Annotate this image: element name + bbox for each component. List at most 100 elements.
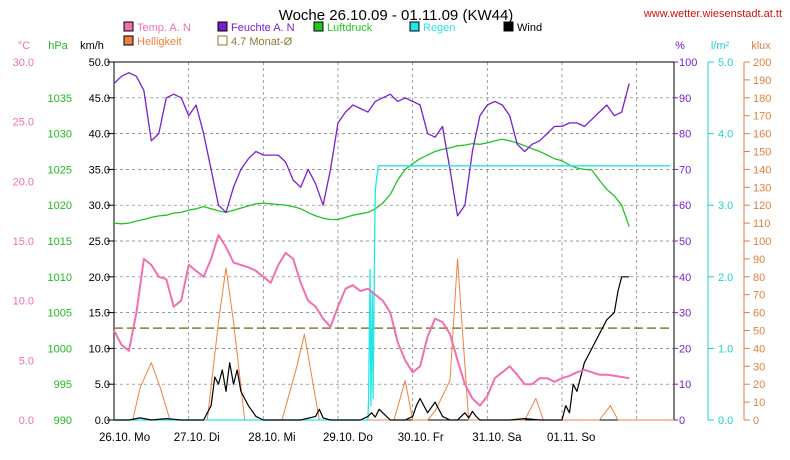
pressure-tick-label: 1020 [48, 200, 72, 212]
light-tick-label: 40 [753, 343, 765, 355]
humidity-tick-label: 10 [679, 379, 691, 391]
humidity-unit-label: % [675, 40, 685, 52]
light-tick-label: 140 [753, 164, 771, 176]
rain-tick-label: 0.0 [718, 415, 733, 427]
legend-label: Feuchte A. N [231, 22, 295, 34]
pressure-tick-label: 1030 [48, 129, 72, 141]
x-axis-day-label: 31.10. Sa [472, 432, 522, 444]
legend-label: Temp. A. N [137, 22, 191, 34]
light-tick-label: 160 [753, 129, 771, 141]
legend-swatch [313, 21, 324, 32]
light-tick-label: 110 [753, 218, 771, 230]
light-tick-label: 30 [753, 361, 765, 373]
pressure-tick-label: 1015 [48, 236, 72, 248]
temp-tick-label: 30.0 [13, 57, 34, 69]
chart-gridlines [114, 62, 674, 420]
light-tick-label: 190 [753, 75, 771, 87]
humidity-tick-label: 20 [679, 343, 691, 355]
humidity-tick-label: 80 [679, 129, 691, 141]
light-unit-label: klux [751, 40, 771, 52]
temp-tick-label: 10.0 [13, 296, 34, 308]
humidity-tick-label: 0 [679, 415, 685, 427]
light-tick-label: 10 [753, 397, 765, 409]
light-tick-label: 60 [753, 308, 765, 320]
series-line [114, 258, 674, 421]
rain-tick-label: 4.0 [718, 129, 733, 141]
pressure-tick-label: 1010 [48, 272, 72, 284]
pressure-tick-label: 990 [54, 415, 72, 427]
temp-tick-label: 20.0 [13, 176, 34, 188]
pressure-tick-label: 995 [54, 379, 72, 391]
humidity-tick-label: 90 [679, 93, 691, 105]
light-tick-label: 180 [753, 93, 771, 105]
light-tick-label: 200 [753, 57, 771, 69]
light-tick-label: 150 [753, 147, 771, 159]
humidity-tick-label: 30 [679, 308, 691, 320]
temp-unit-label: °C [18, 40, 30, 52]
x-axis-day-label: 29.10. Do [323, 432, 373, 444]
legend-swatch [503, 21, 514, 32]
legend-swatch [217, 21, 228, 32]
chart-axes: 0.05.010.015.020.025.030.099099510001005… [13, 57, 772, 427]
temp-tick-label: 0.0 [19, 415, 34, 427]
rain-unit-label: l/m² [711, 40, 730, 52]
humidity-tick-label: 70 [679, 164, 691, 176]
wind-tick-label: 5.0 [95, 379, 110, 391]
chart-title: Woche 26.10.09 - 01.11.09 (KW44) [279, 7, 514, 24]
pressure-unit-label: hPa [48, 40, 68, 52]
legend-swatch [217, 35, 228, 46]
wind-tick-label: 45.0 [89, 93, 110, 105]
pressure-tick-label: 1005 [48, 308, 72, 320]
light-tick-label: 130 [753, 182, 771, 194]
light-tick-label: 100 [753, 236, 771, 248]
temp-tick-label: 15.0 [13, 236, 34, 248]
wind-tick-label: 15.0 [89, 308, 110, 320]
wind-tick-label: 40.0 [89, 129, 110, 141]
rain-tick-label: 5.0 [718, 57, 733, 69]
humidity-tick-label: 100 [679, 57, 697, 69]
series-line [113, 72, 630, 217]
light-tick-label: 170 [753, 111, 771, 123]
rain-tick-label: 2.0 [718, 272, 733, 284]
rain-tick-label: 1.0 [718, 343, 733, 355]
light-tick-label: 70 [753, 290, 765, 302]
temp-tick-label: 25.0 [13, 117, 34, 129]
light-tick-label: 20 [753, 379, 765, 391]
humidity-tick-label: 40 [679, 272, 691, 284]
humidity-tick-label: 50 [679, 236, 691, 248]
wind-tick-label: 10.0 [89, 343, 110, 355]
wind-tick-label: 25.0 [89, 236, 110, 248]
legend-label: Luftdruck [327, 22, 373, 34]
chart-series [113, 72, 674, 421]
legend-label: Regen [423, 22, 455, 34]
chart-legend: Temp. A. N Feuchte A. N Luftdruck Regen Wind… [123, 21, 542, 48]
axis-unit-labels: °C hPa km/h % l/m² klux [18, 40, 771, 52]
legend-label: 4.7 Monat-Ø [231, 36, 293, 48]
x-axis-day-label: 01.11. So [547, 432, 595, 444]
legend-swatch [409, 21, 420, 32]
x-axis-labels: 26.10. Mo 27.10. Di 28.10. Mi 29.10. Do 30.1… [99, 432, 595, 444]
legend-swatch [123, 35, 134, 46]
wind-tick-label: 50.0 [89, 57, 110, 69]
wind-tick-label: 30.0 [89, 200, 110, 212]
light-tick-label: 90 [753, 254, 765, 266]
legend-swatch [123, 21, 134, 32]
x-axis-day-label: 27.10. Di [174, 432, 220, 444]
wind-tick-label: 20.0 [89, 272, 110, 284]
light-tick-label: 120 [753, 200, 771, 212]
humidity-tick-label: 60 [679, 200, 691, 212]
source-url: www.wetter.wiesenstadt.at.tt [643, 8, 782, 20]
legend-label: Helligkeit [137, 36, 182, 48]
pressure-tick-label: 1000 [48, 343, 72, 355]
x-axis-day-label: 28.10. Mi [248, 432, 295, 444]
pressure-tick-label: 1035 [48, 93, 72, 105]
light-tick-label: 0 [753, 415, 759, 427]
pressure-tick-label: 1025 [48, 164, 72, 176]
series-line [114, 165, 671, 421]
temp-tick-label: 5.0 [19, 355, 34, 367]
legend-label: Wind [517, 22, 542, 34]
wind-unit-label: km/h [80, 40, 104, 52]
series-line [113, 138, 630, 227]
series-line [113, 234, 630, 407]
